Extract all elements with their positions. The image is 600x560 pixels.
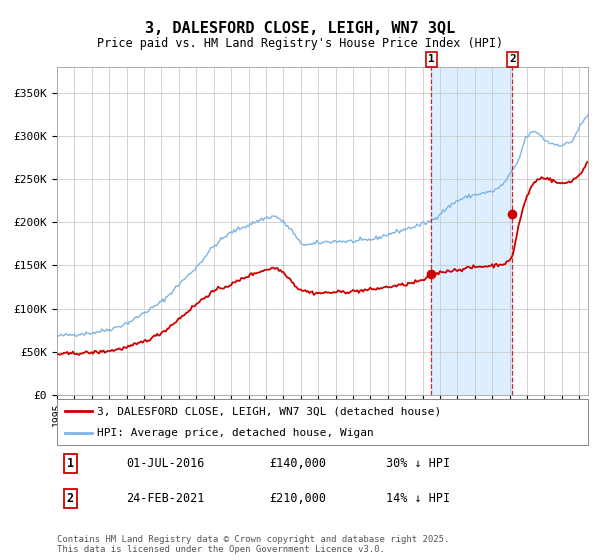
Text: 1: 1 bbox=[428, 54, 434, 64]
Text: 24-FEB-2021: 24-FEB-2021 bbox=[126, 492, 205, 505]
Text: 1: 1 bbox=[67, 457, 74, 470]
Text: 14% ↓ HPI: 14% ↓ HPI bbox=[386, 492, 451, 505]
Text: 2: 2 bbox=[67, 492, 74, 505]
Text: £210,000: £210,000 bbox=[269, 492, 326, 505]
Text: 2: 2 bbox=[509, 54, 515, 64]
Bar bbox=[431, 67, 512, 395]
Text: Price paid vs. HM Land Registry's House Price Index (HPI): Price paid vs. HM Land Registry's House … bbox=[97, 37, 503, 50]
Text: 3, DALESFORD CLOSE, LEIGH, WN7 3QL (detached house): 3, DALESFORD CLOSE, LEIGH, WN7 3QL (deta… bbox=[97, 406, 441, 416]
Text: 01-JUL-2016: 01-JUL-2016 bbox=[126, 457, 205, 470]
Text: Contains HM Land Registry data © Crown copyright and database right 2025.
This d: Contains HM Land Registry data © Crown c… bbox=[57, 535, 449, 554]
Text: £140,000: £140,000 bbox=[269, 457, 326, 470]
Text: HPI: Average price, detached house, Wigan: HPI: Average price, detached house, Wiga… bbox=[97, 428, 374, 438]
Text: 30% ↓ HPI: 30% ↓ HPI bbox=[386, 457, 451, 470]
Text: 3, DALESFORD CLOSE, LEIGH, WN7 3QL: 3, DALESFORD CLOSE, LEIGH, WN7 3QL bbox=[145, 21, 455, 36]
